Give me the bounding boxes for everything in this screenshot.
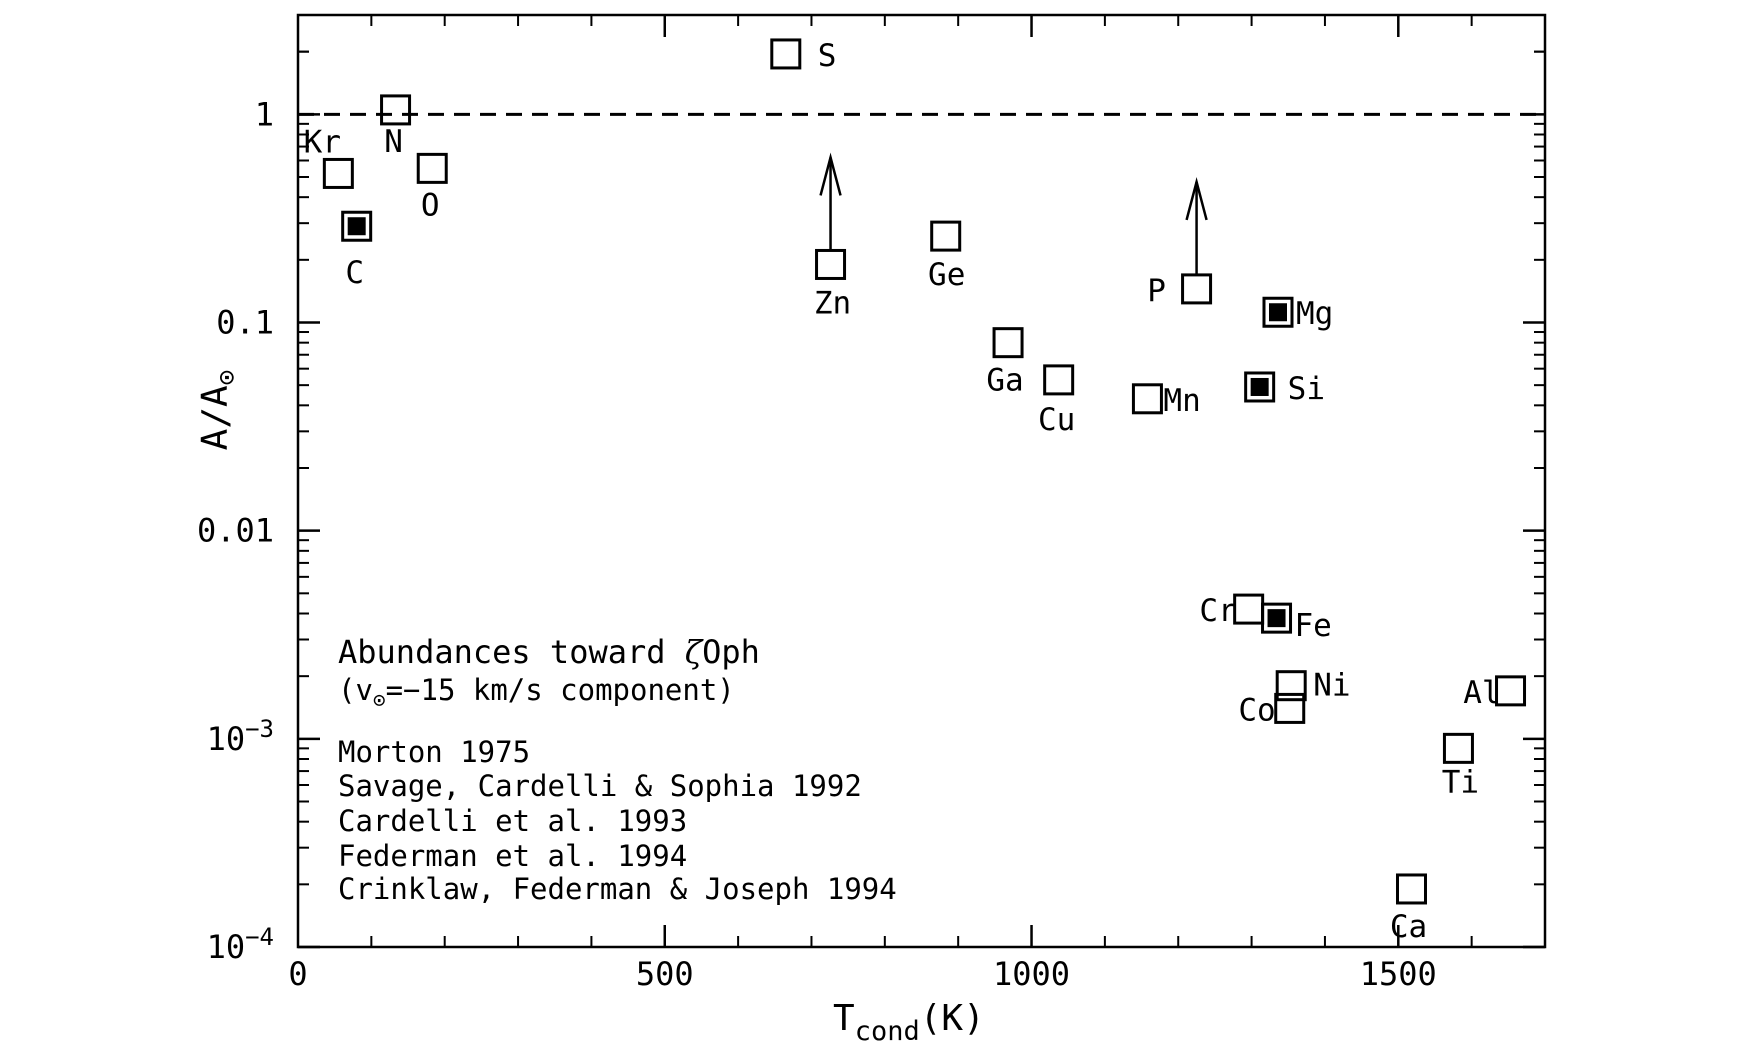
point-co bbox=[1274, 692, 1306, 724]
point-ni-marker bbox=[1275, 670, 1307, 702]
element-labels: Kr C NO S Zn Ge Ga Cu Mn P Mg Si Cr Fe Ni Co Al Ti Ca bbox=[304, 38, 1501, 945]
point-o-marker bbox=[416, 152, 448, 184]
point-s-marker bbox=[770, 38, 802, 70]
reference-item: Federman et al. 1994 bbox=[338, 839, 687, 873]
reference-item: Crinklaw, Federman & Joseph 1994 bbox=[338, 872, 897, 906]
element-label-al: Al bbox=[1463, 675, 1500, 711]
annotation-title: Abundances toward ζOph bbox=[338, 633, 760, 671]
point-mg-marker bbox=[1262, 296, 1294, 328]
y-tick-label: 10−3 bbox=[207, 715, 274, 758]
point-al bbox=[1495, 675, 1527, 707]
point-p-arrow-head bbox=[1185, 176, 1208, 221]
point-ca bbox=[1395, 873, 1427, 905]
point-si bbox=[1244, 371, 1276, 403]
point-mg bbox=[1262, 296, 1294, 328]
x-tick-label: 0 bbox=[288, 955, 307, 993]
point-c-fill bbox=[347, 217, 366, 236]
point-ti bbox=[1442, 732, 1474, 764]
point-c bbox=[341, 210, 373, 242]
point-n bbox=[380, 94, 412, 126]
plot-frame bbox=[296, 13, 1547, 949]
y-tick-label: 0.1 bbox=[216, 303, 274, 341]
point-cu bbox=[1043, 364, 1075, 396]
point-cr bbox=[1233, 593, 1265, 625]
point-ti-marker bbox=[1442, 732, 1474, 764]
element-label-p: P bbox=[1147, 273, 1166, 309]
point-mg-fill bbox=[1268, 303, 1287, 322]
point-ga bbox=[992, 327, 1024, 359]
element-label-cr: Cr bbox=[1199, 593, 1236, 629]
y-axis-title: A/A⊙ bbox=[195, 370, 242, 451]
point-zn-marker bbox=[815, 248, 847, 280]
point-fe-marker bbox=[1261, 602, 1293, 634]
point-kr bbox=[322, 157, 354, 189]
element-label-cu: Cu bbox=[1038, 402, 1075, 438]
point-co-marker bbox=[1274, 692, 1306, 724]
point-al-marker bbox=[1495, 675, 1527, 707]
y-tick-label: 10−4 bbox=[207, 923, 274, 966]
element-label-kr: Kr bbox=[304, 124, 341, 160]
point-si-marker bbox=[1244, 371, 1276, 403]
x-tick-label: 1500 bbox=[1360, 955, 1437, 993]
point-mn-marker bbox=[1131, 383, 1163, 415]
element-label-ca: Ca bbox=[1390, 909, 1427, 945]
reference-item: Savage, Cardelli & Sophia 1992 bbox=[338, 769, 862, 803]
point-fe-fill bbox=[1267, 609, 1286, 628]
reference-item: Cardelli et al. 1993 bbox=[338, 804, 687, 838]
point-cu-marker bbox=[1043, 364, 1075, 396]
annotation-component: (v⊙=−15 km/s component) bbox=[338, 673, 735, 712]
element-label-s: S bbox=[818, 38, 837, 74]
point-ca-marker bbox=[1395, 873, 1427, 905]
point-zn-arrow-head bbox=[819, 152, 842, 196]
element-label-fe: Fe bbox=[1295, 608, 1332, 644]
element-label-ni: Ni bbox=[1313, 668, 1350, 704]
element-label-si: Si bbox=[1288, 371, 1325, 407]
point-n-marker bbox=[380, 94, 412, 126]
point-p-marker bbox=[1181, 273, 1213, 305]
point-fe bbox=[1261, 602, 1293, 634]
data-points bbox=[322, 38, 1527, 905]
element-label-ge: Ge bbox=[928, 257, 965, 293]
element-label-zn: Zn bbox=[814, 285, 851, 321]
element-label-o: O bbox=[421, 187, 440, 223]
point-ga-marker bbox=[992, 327, 1024, 359]
point-mn bbox=[1131, 383, 1163, 415]
point-s bbox=[770, 38, 802, 70]
element-label-mn: Mn bbox=[1163, 383, 1200, 419]
point-kr-marker bbox=[322, 157, 354, 189]
element-label-mg: Mg bbox=[1296, 296, 1333, 332]
reference-item: Morton 1975 bbox=[338, 735, 530, 769]
element-label-ga: Ga bbox=[986, 363, 1023, 399]
minor-ticks bbox=[298, 14, 1545, 947]
point-ge-marker bbox=[930, 220, 962, 252]
element-label-co: Co bbox=[1238, 692, 1275, 728]
x-tick-label: 1000 bbox=[993, 955, 1070, 993]
point-ni bbox=[1275, 670, 1307, 702]
element-label-c: C bbox=[345, 255, 364, 291]
point-p bbox=[1181, 176, 1213, 305]
point-si-fill bbox=[1250, 377, 1269, 396]
y-tick-label: 1 bbox=[255, 95, 274, 133]
point-cr-marker bbox=[1233, 593, 1265, 625]
point-zn bbox=[815, 152, 847, 280]
point-c-marker bbox=[341, 210, 373, 242]
x-tick-labels: 0 500 1000 1500 bbox=[288, 955, 1436, 993]
point-o bbox=[416, 152, 448, 184]
y-tick-labels: 1 0.1 0.01 10−3 10−4 bbox=[197, 95, 274, 966]
point-ge bbox=[930, 220, 962, 252]
x-tick-label: 500 bbox=[636, 955, 694, 993]
element-label-ti: Ti bbox=[1442, 764, 1479, 800]
y-tick-label: 0.01 bbox=[197, 512, 274, 550]
x-axis-title: Tcond(K) bbox=[833, 998, 985, 1046]
element-label-n: N bbox=[384, 124, 403, 160]
